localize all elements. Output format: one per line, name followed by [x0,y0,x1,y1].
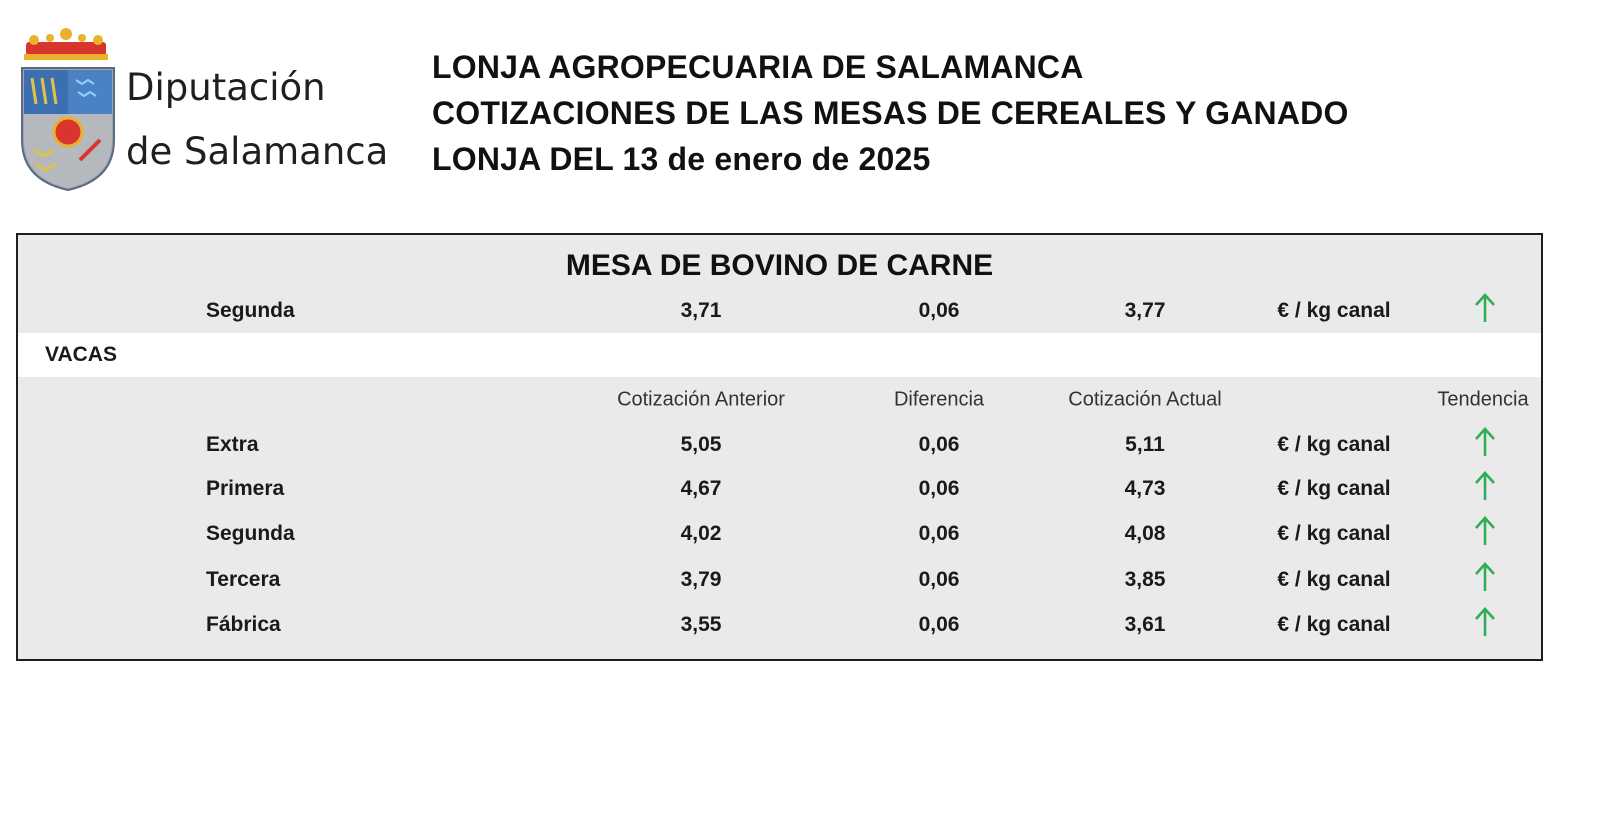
col-header-curr: Cotización Actual [1068,388,1222,411]
logo-text-line2: de Salamanca [126,130,389,173]
coat-of-arms-icon [21,28,115,192]
trend-up-arrow-icon [1473,515,1497,553]
row-category: Segunda [206,522,295,545]
table-row: Primera 4,67 0,06 4,73 € / kg canal [18,467,1541,511]
row-category: Tercera [206,568,281,591]
trend-up-arrow-icon [1473,292,1497,330]
table-row: Segunda 4,02 0,06 4,08 € / kg canal [18,512,1541,556]
row-curr: 3,85 [1124,568,1166,591]
document-header: LONJA AGROPECUARIA DE SALAMANCA COTIZACI… [432,44,1349,182]
diputacion-logo: Diputación de Salamanca [18,20,388,195]
row-unit: € / kg canal [1277,433,1391,456]
header-title: LONJA AGROPECUARIA DE SALAMANCA [432,49,1084,85]
col-header-trend: Tendencia [1437,388,1529,411]
row-curr: 4,73 [1124,477,1166,500]
trend-up-arrow-icon [1473,426,1497,464]
row-unit: € / kg canal [1277,477,1391,500]
table-row: Fábrica 3,55 0,06 3,61 € / kg canal [18,603,1541,647]
row-curr: 4,08 [1124,522,1166,545]
row-category: Primera [206,477,285,500]
trend-up-arrow-icon [1473,561,1497,599]
row-category: Segunda [206,299,295,322]
row-diff: 0,06 [918,299,960,322]
row-category: Extra [206,433,259,456]
row-diff: 0,06 [918,613,960,636]
row-diff: 0,06 [918,568,960,591]
logo-text-line1: Diputación [126,66,326,109]
row-diff: 0,06 [918,477,960,500]
header-subtitle: COTIZACIONES DE LAS MESAS DE CEREALES Y … [432,95,1349,131]
row-prev: 4,67 [680,477,722,500]
section-band: VACAS [18,333,1541,377]
row-diff: 0,06 [918,433,960,456]
trend-up-arrow-icon [1473,606,1497,644]
column-header-row: Cotización Anterior Diferencia Cotizació… [18,378,1541,422]
row-prev: 5,05 [680,433,722,456]
section-label-vacas: VACAS [45,343,117,366]
row-unit: € / kg canal [1277,299,1391,322]
row-unit: € / kg canal [1277,522,1391,545]
row-prev: 4,02 [680,522,722,545]
row-diff: 0,06 [918,522,960,545]
row-unit: € / kg canal [1277,568,1391,591]
bovino-panel: MESA DE BOVINO DE CARNE Segunda 3,71 0,0… [16,233,1543,661]
row-curr: 3,77 [1124,299,1166,322]
row-prev: 3,71 [680,299,722,322]
row-curr: 3,61 [1124,613,1166,636]
row-prev: 3,79 [680,568,722,591]
panel-title: MESA DE BOVINO DE CARNE [565,249,994,282]
table-row: Extra 5,05 0,06 5,11 € / kg canal [18,423,1541,467]
col-header-diff: Diferencia [893,388,985,411]
row-curr: 5,11 [1125,433,1165,456]
table-row: Segunda 3,71 0,06 3,77 € / kg canal [18,289,1541,333]
row-category: Fábrica [206,613,281,636]
row-prev: 3,55 [680,613,722,636]
trend-up-arrow-icon [1473,470,1497,508]
table-row: Tercera 3,79 0,06 3,85 € / kg canal [18,558,1541,602]
row-unit: € / kg canal [1277,613,1391,636]
header-date: LONJA DEL 13 de enero de 2025 [432,141,931,177]
col-header-prev: Cotización Anterior [617,388,785,411]
